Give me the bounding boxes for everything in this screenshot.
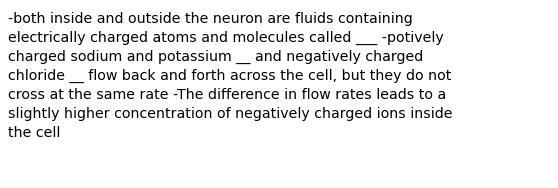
Text: -both inside and outside the neuron are fluids containing
electrically charged a: -both inside and outside the neuron are … — [8, 12, 453, 140]
